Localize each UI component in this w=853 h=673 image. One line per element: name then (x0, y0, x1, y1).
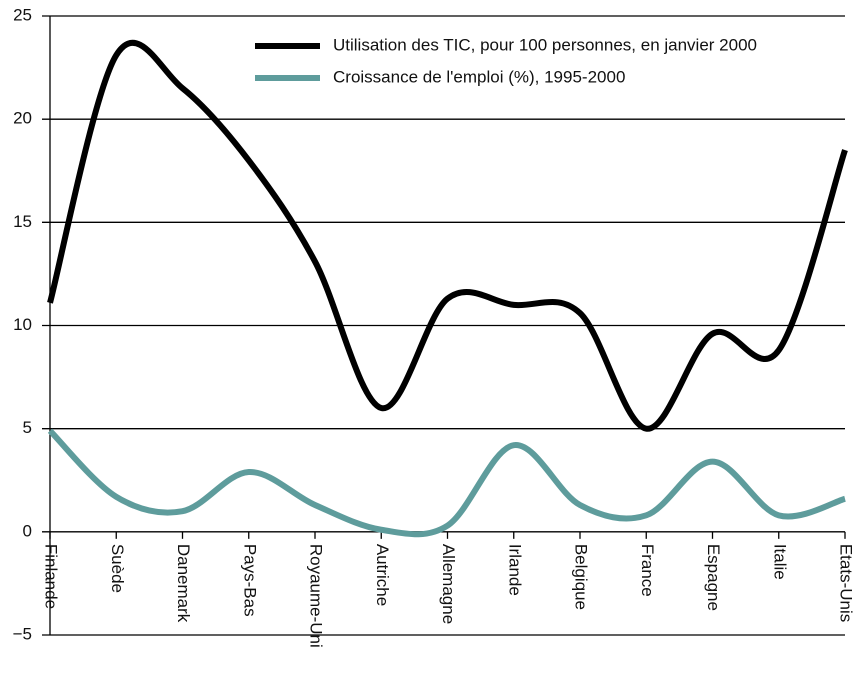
y-tick-label: 10 (13, 315, 32, 334)
line-series (47, 428, 846, 538)
x-tick-label: Etats-Unis (837, 544, 853, 622)
y-tick-label: 15 (13, 212, 32, 231)
x-tick-label: Allemagne (439, 544, 458, 624)
x-tick-label: Royaume-Uni (307, 544, 326, 648)
y-tick-label: 0 (23, 521, 32, 540)
legend-label: Utilisation des TIC, pour 100 personnes,… (333, 35, 757, 54)
y-tick-label: −5 (13, 624, 32, 643)
y-tick-label: 5 (23, 418, 32, 437)
legend-label: Croissance de l'emploi (%), 1995-2000 (333, 67, 625, 86)
x-tick-label: Finlande (42, 544, 61, 609)
x-tick-label: Italie (770, 544, 789, 580)
y-tick-label: 20 (13, 109, 32, 128)
x-tick-label: Autriche (373, 544, 392, 606)
x-tick-label: Suède (108, 544, 127, 593)
x-tick-label: France (638, 544, 657, 597)
x-tick-label: Belgique (572, 544, 591, 610)
x-tick-label: Irlande (505, 544, 524, 596)
x-tick-label: Espagne (704, 544, 723, 611)
x-tick-label: Pays-Bas (240, 544, 259, 617)
y-tick-label: 25 (13, 5, 32, 24)
line-series (47, 39, 848, 432)
x-tick-label: Danemark (174, 544, 193, 623)
